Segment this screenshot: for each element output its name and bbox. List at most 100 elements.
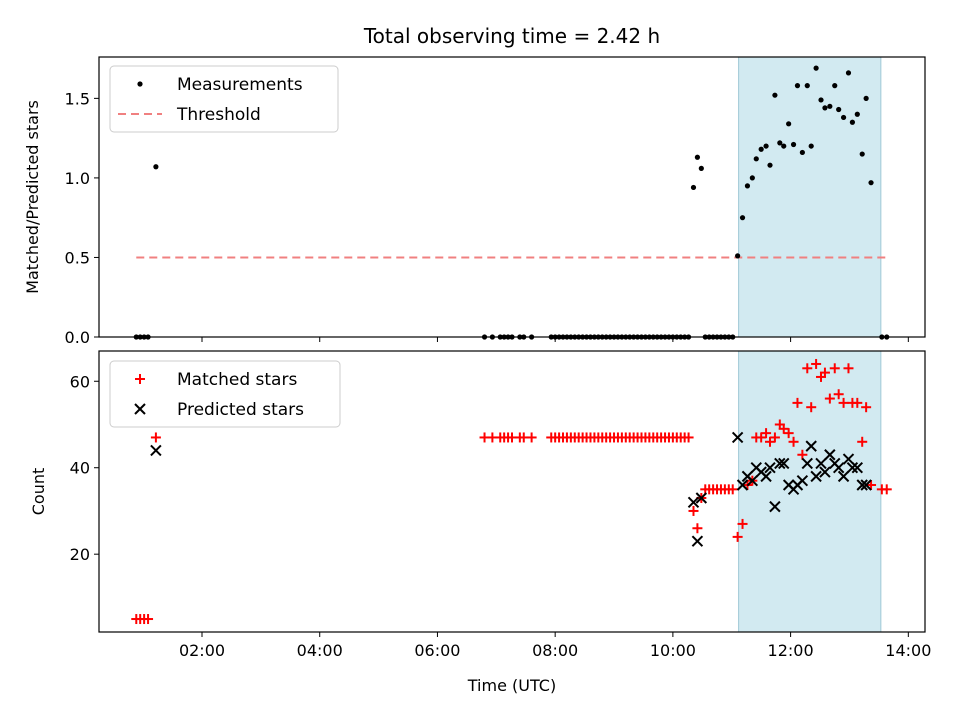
predicted-star-point bbox=[778, 457, 790, 470]
measurement-point bbox=[772, 92, 778, 98]
matched-star-point bbox=[861, 402, 872, 413]
measurement-point bbox=[694, 154, 701, 160]
bottom-y-tick-label: 40 bbox=[70, 459, 90, 478]
matched-star-point bbox=[792, 397, 803, 408]
matched-star-point bbox=[688, 505, 699, 516]
predicted-star-point bbox=[774, 457, 786, 470]
predicted-star-point bbox=[695, 492, 708, 504]
legend-measurements-marker bbox=[137, 81, 143, 87]
measurement-point bbox=[786, 121, 792, 127]
matched-star-point bbox=[824, 393, 835, 404]
predicted-star-point bbox=[842, 453, 855, 465]
x-tick-label: 14:00 bbox=[885, 641, 931, 660]
predicted-star-point bbox=[796, 474, 809, 487]
measurement-point bbox=[777, 140, 783, 146]
matched-star-point bbox=[852, 397, 863, 408]
matched-star-point bbox=[783, 428, 794, 439]
measurement-point bbox=[753, 156, 759, 162]
predicted-star-point bbox=[769, 500, 781, 513]
measurement-point bbox=[822, 105, 828, 111]
top-y-ticks: 0.0 0.5 1.0 1.5 bbox=[65, 89, 99, 347]
matched-star-point bbox=[833, 389, 844, 400]
matched-star-point bbox=[788, 436, 799, 447]
top-legend: Measurements Threshold bbox=[109, 65, 339, 133]
matched-stars-points bbox=[131, 358, 892, 625]
measurement-point bbox=[781, 143, 787, 149]
measurement-point bbox=[863, 95, 869, 101]
predicted-star-point bbox=[810, 470, 822, 483]
bottom-y-ticks: 20 40 60 bbox=[70, 372, 99, 564]
top-y-tick-label: 1.0 bbox=[65, 169, 90, 188]
measurement-points bbox=[133, 65, 890, 340]
measurement-point bbox=[849, 119, 856, 125]
top-panel: 0.0 0.5 1.0 1.5 Matched/Predicted stars Mea… bbox=[23, 56, 926, 347]
measurement-point bbox=[813, 65, 819, 71]
predicted-star-point bbox=[736, 479, 749, 491]
predicted-star-point bbox=[731, 431, 744, 444]
predicted-stars-points bbox=[150, 431, 872, 547]
predicted-star-point bbox=[687, 496, 700, 509]
matched-star-point bbox=[843, 363, 854, 374]
predicted-star-point bbox=[824, 449, 836, 461]
bottom-y-axis-label: Count bbox=[29, 468, 48, 516]
measurement-point bbox=[808, 143, 814, 149]
measurement-point bbox=[794, 83, 801, 89]
x-tick-label: 12:00 bbox=[768, 641, 814, 660]
measurement-point bbox=[818, 97, 824, 103]
top-x-ticks bbox=[201, 337, 909, 342]
measurement-point bbox=[827, 103, 833, 109]
legend-measurements-label: Measurements bbox=[177, 75, 303, 95]
matched-star-point bbox=[732, 531, 743, 542]
legend-predicted-marker bbox=[134, 403, 146, 415]
matched-star-point bbox=[727, 484, 738, 495]
bottom-panel: 20 40 60 02:00 04:00 06:00 08:00 10:00 12:00 14:… bbox=[29, 350, 931, 695]
bottom-y-tick-label: 60 bbox=[70, 372, 90, 391]
measurement-point bbox=[845, 70, 852, 76]
predicted-star-point bbox=[805, 440, 817, 452]
legend-x-glyph bbox=[134, 403, 146, 415]
bottom-legend: Matched stars Predicted stars bbox=[109, 360, 341, 428]
predicted-star-point bbox=[746, 474, 759, 487]
measurement-point bbox=[698, 165, 704, 171]
predicted-star-point bbox=[691, 535, 704, 547]
predicted-star-point bbox=[832, 462, 845, 474]
legend-matched-marker bbox=[135, 374, 145, 384]
matched-star-point bbox=[881, 484, 892, 495]
measurement-point bbox=[854, 111, 860, 117]
predicted-star-point bbox=[856, 479, 868, 491]
x-axis-label: Time (UTC) bbox=[467, 676, 556, 695]
measurement-point bbox=[799, 149, 805, 156]
measurement-point bbox=[744, 183, 751, 189]
predicted-star-point bbox=[837, 470, 850, 483]
matched-star-point bbox=[761, 428, 772, 439]
x-tick-label: 08:00 bbox=[532, 641, 578, 660]
legend-plus-glyph bbox=[135, 374, 145, 384]
measurement-point bbox=[690, 184, 697, 191]
legend-predicted-label: Predicted stars bbox=[177, 400, 304, 420]
measurement-point bbox=[758, 146, 764, 152]
bottom-x-ticks: 02:00 04:00 06:00 08:00 10:00 12:00 14:00 bbox=[179, 632, 931, 660]
matched-star-point bbox=[857, 436, 868, 447]
measurement-point bbox=[153, 164, 159, 170]
top-highlight-span bbox=[738, 56, 882, 338]
matched-star-point bbox=[797, 449, 808, 460]
matched-star-point bbox=[829, 363, 840, 374]
measurement-point bbox=[739, 215, 746, 221]
bottom-axes-frame bbox=[98, 350, 926, 633]
top-y-tick-label: 1.5 bbox=[65, 89, 90, 108]
measurement-point bbox=[804, 83, 810, 89]
matched-star-point bbox=[683, 432, 694, 443]
measurement-point bbox=[749, 175, 755, 181]
matched-star-point bbox=[143, 614, 154, 625]
bottom-y-tick-label: 20 bbox=[70, 545, 90, 564]
matched-star-point bbox=[806, 402, 817, 413]
figure-title: Total observing time = 2.42 h bbox=[363, 24, 660, 48]
measurement-point bbox=[832, 83, 838, 89]
predicted-star-point bbox=[760, 470, 772, 483]
matched-star-point bbox=[866, 480, 877, 491]
predicted-star-point bbox=[815, 457, 827, 470]
matched-star-point bbox=[150, 432, 161, 443]
measurement-point bbox=[868, 180, 874, 186]
bottom-highlight-span bbox=[738, 350, 882, 633]
matched-star-point bbox=[769, 432, 780, 443]
